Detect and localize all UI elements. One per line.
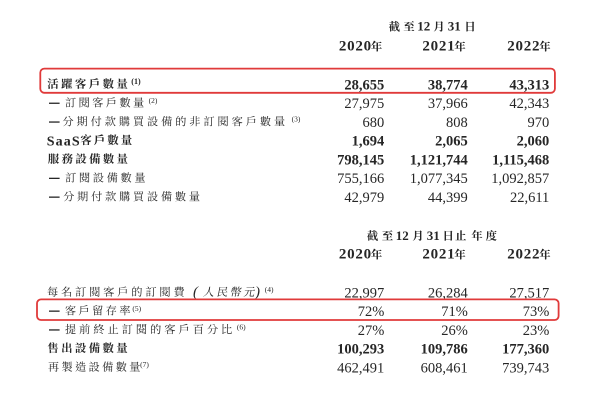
svg-text:28,655: 28,655 [344,77,384,93]
svg-text:(: ( [193,284,199,300]
svg-text:680: 680 [363,115,385,131]
svg-text:12: 12 [417,19,430,34]
svg-text:808: 808 [446,115,468,131]
svg-text:22,997: 22,997 [344,285,384,301]
svg-text:2022: 2022 [507,39,540,55]
svg-text:(6): (6) [237,323,246,332]
svg-text:31: 31 [448,19,461,34]
svg-text:42,979: 42,979 [344,190,384,206]
svg-text:31: 31 [427,228,440,243]
svg-text:(4): (4) [265,285,274,294]
svg-text:26,284: 26,284 [428,285,469,301]
svg-text:755,166: 755,166 [337,171,384,187]
svg-text:(3): (3) [292,115,301,124]
svg-text:71%: 71% [441,304,468,320]
svg-text:1,115,468: 1,115,468 [492,152,549,168]
svg-text:42,343: 42,343 [509,96,549,112]
svg-text:798,145: 798,145 [337,152,384,168]
svg-text:1,077,345: 1,077,345 [410,171,468,187]
svg-text:(2): (2) [149,96,158,105]
svg-text:43,313: 43,313 [509,77,549,93]
svg-text:109,786: 109,786 [421,342,468,358]
svg-text:970: 970 [528,115,550,131]
svg-text:37,966: 37,966 [428,96,468,112]
svg-text:44,399: 44,399 [428,190,468,206]
svg-text:1,092,857: 1,092,857 [491,171,549,187]
svg-text:(5): (5) [132,304,141,313]
svg-text:2020: 2020 [339,39,372,55]
svg-text:22,611: 22,611 [510,190,549,206]
svg-text:73%: 73% [523,304,550,320]
svg-text:2,065: 2,065 [435,134,468,150]
svg-text:2021: 2021 [422,39,455,55]
svg-text:27,517: 27,517 [509,285,549,301]
svg-text:(7): (7) [140,360,149,369]
svg-text:): ) [254,284,260,300]
svg-text:SaaS: SaaS [47,135,81,150]
svg-text:739,743: 739,743 [502,360,549,376]
svg-text:2020: 2020 [339,247,372,263]
svg-text:2021: 2021 [422,247,455,263]
svg-text:608,461: 608,461 [421,360,468,376]
svg-text:2022: 2022 [507,247,540,263]
svg-text:72%: 72% [358,304,385,320]
svg-text:2,060: 2,060 [517,134,550,150]
svg-text:100,293: 100,293 [337,342,384,358]
svg-text:38,774: 38,774 [428,77,468,93]
svg-text:12: 12 [396,228,409,243]
svg-text:1,121,744: 1,121,744 [410,152,468,168]
svg-text:27,975: 27,975 [344,96,384,112]
svg-text:1,694: 1,694 [352,134,385,150]
svg-text:462,491: 462,491 [337,360,384,376]
svg-text:177,360: 177,360 [502,342,549,358]
svg-text:23%: 23% [523,323,550,339]
svg-text:26%: 26% [441,323,468,339]
svg-text:(1): (1) [131,77,141,86]
svg-text:27%: 27% [358,323,385,339]
